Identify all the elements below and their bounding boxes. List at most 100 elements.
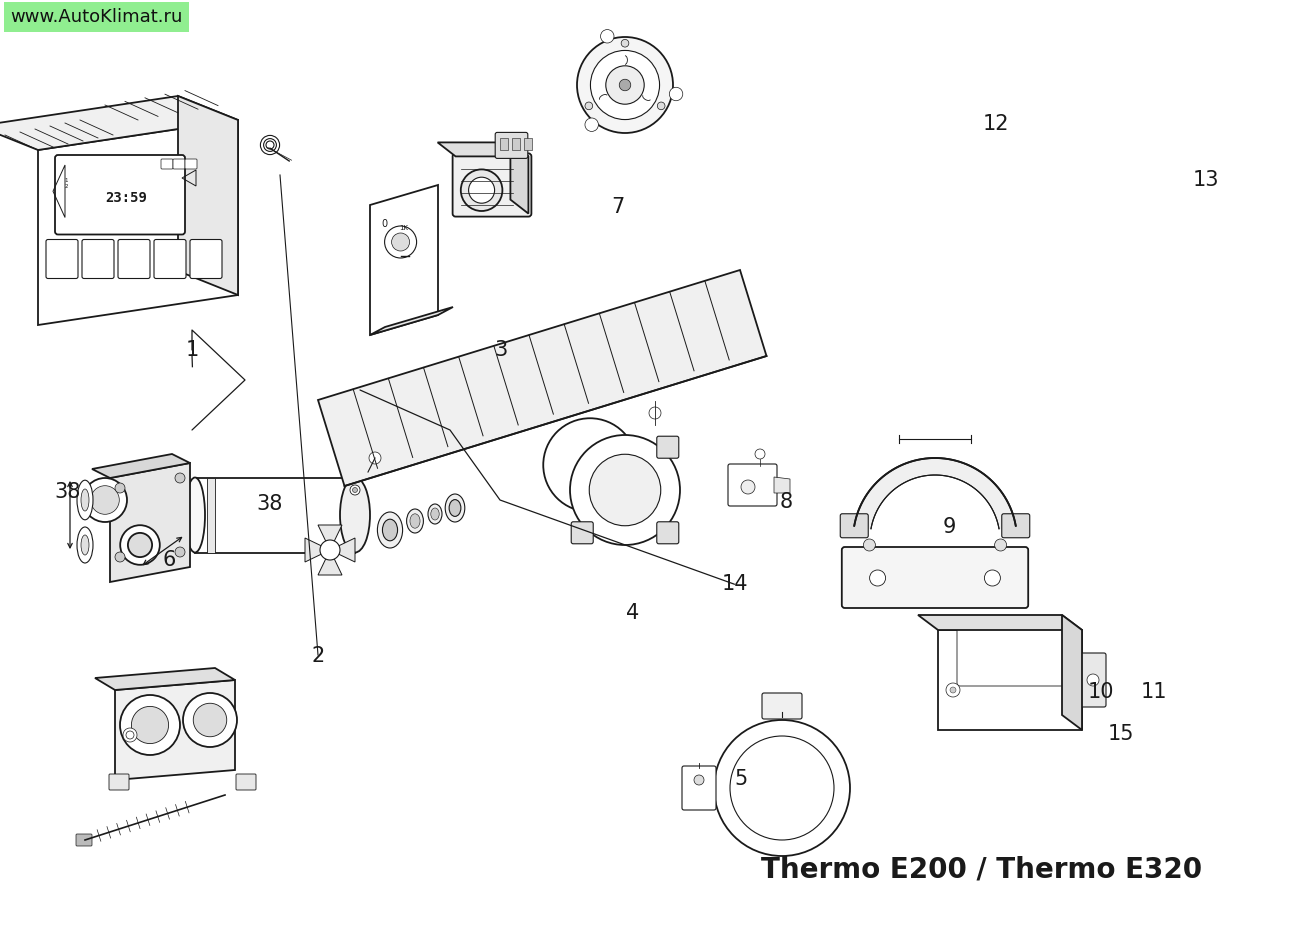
Text: 8: 8 — [780, 491, 793, 512]
Ellipse shape — [77, 527, 94, 563]
FancyBboxPatch shape — [957, 625, 1065, 686]
Circle shape — [577, 37, 673, 133]
Text: 7: 7 — [611, 197, 624, 218]
Circle shape — [91, 485, 120, 514]
Ellipse shape — [430, 508, 439, 520]
FancyBboxPatch shape — [190, 239, 222, 278]
Polygon shape — [511, 142, 528, 214]
FancyBboxPatch shape — [118, 239, 150, 278]
Circle shape — [126, 731, 134, 739]
Polygon shape — [114, 680, 235, 780]
Circle shape — [120, 695, 179, 755]
Circle shape — [120, 525, 160, 565]
FancyBboxPatch shape — [728, 464, 777, 506]
Bar — [195, 478, 355, 553]
Circle shape — [569, 435, 680, 545]
Circle shape — [83, 478, 127, 522]
Circle shape — [385, 226, 416, 258]
Polygon shape — [774, 477, 790, 493]
Circle shape — [741, 480, 755, 494]
Text: 15: 15 — [1108, 724, 1134, 745]
Text: Thermo E200 / Thermo E320: Thermo E200 / Thermo E320 — [760, 855, 1202, 884]
Circle shape — [694, 775, 705, 785]
Circle shape — [369, 452, 381, 464]
Text: 5: 5 — [734, 769, 747, 789]
Ellipse shape — [428, 504, 442, 524]
Text: 11: 11 — [1141, 681, 1167, 702]
Circle shape — [176, 547, 185, 557]
Ellipse shape — [448, 500, 461, 517]
FancyBboxPatch shape — [55, 155, 185, 235]
FancyBboxPatch shape — [153, 239, 186, 278]
Circle shape — [176, 473, 185, 483]
Text: 10: 10 — [1088, 681, 1114, 702]
Circle shape — [131, 707, 169, 744]
Text: 2: 2 — [312, 645, 325, 666]
FancyBboxPatch shape — [452, 153, 532, 217]
Text: 6: 6 — [162, 550, 176, 571]
Circle shape — [183, 693, 237, 747]
FancyBboxPatch shape — [840, 514, 868, 538]
Text: 1: 1 — [186, 339, 199, 360]
Polygon shape — [95, 668, 235, 690]
FancyBboxPatch shape — [173, 159, 185, 169]
FancyBboxPatch shape — [46, 239, 78, 278]
FancyBboxPatch shape — [109, 774, 129, 790]
Text: 23:59: 23:59 — [105, 192, 147, 205]
Bar — [499, 139, 508, 150]
Ellipse shape — [341, 478, 370, 553]
FancyBboxPatch shape — [571, 522, 593, 543]
FancyBboxPatch shape — [185, 159, 198, 169]
Circle shape — [260, 136, 280, 155]
Circle shape — [460, 169, 502, 211]
FancyBboxPatch shape — [161, 159, 173, 169]
Polygon shape — [318, 270, 767, 486]
Ellipse shape — [382, 520, 398, 541]
FancyBboxPatch shape — [842, 547, 1028, 608]
Text: www.AutoKlimat.ru: www.AutoKlimat.ru — [10, 8, 182, 26]
Polygon shape — [918, 615, 1082, 630]
Text: 12: 12 — [983, 113, 1009, 134]
Text: 1
2: 1 2 — [64, 179, 68, 189]
Bar — [512, 139, 520, 150]
Circle shape — [391, 233, 410, 251]
Text: 0: 0 — [381, 219, 387, 229]
Circle shape — [649, 407, 660, 419]
Ellipse shape — [445, 494, 465, 522]
Circle shape — [127, 533, 152, 557]
Bar — [524, 139, 532, 150]
FancyBboxPatch shape — [656, 522, 679, 543]
Polygon shape — [178, 96, 238, 295]
FancyBboxPatch shape — [495, 132, 528, 159]
Polygon shape — [939, 630, 1082, 730]
Ellipse shape — [81, 535, 88, 555]
Polygon shape — [318, 525, 342, 550]
Polygon shape — [38, 120, 238, 325]
Ellipse shape — [185, 478, 205, 553]
Circle shape — [114, 552, 125, 562]
Circle shape — [114, 483, 125, 493]
Ellipse shape — [81, 489, 88, 511]
Polygon shape — [0, 96, 238, 150]
Circle shape — [994, 539, 1006, 551]
Polygon shape — [370, 185, 438, 335]
FancyBboxPatch shape — [1002, 514, 1030, 538]
Circle shape — [731, 736, 835, 840]
Circle shape — [621, 39, 629, 48]
Text: 14: 14 — [722, 574, 748, 595]
Circle shape — [755, 449, 764, 459]
Polygon shape — [370, 307, 452, 335]
FancyBboxPatch shape — [762, 693, 802, 719]
Polygon shape — [438, 142, 528, 157]
Circle shape — [589, 454, 660, 525]
Ellipse shape — [407, 509, 424, 533]
Circle shape — [1087, 674, 1098, 686]
Circle shape — [658, 102, 666, 109]
Circle shape — [601, 29, 614, 43]
Text: 13: 13 — [1193, 170, 1219, 191]
Circle shape — [194, 703, 226, 737]
Polygon shape — [111, 463, 190, 582]
FancyBboxPatch shape — [1080, 653, 1106, 707]
Circle shape — [585, 102, 593, 109]
Circle shape — [863, 539, 875, 551]
